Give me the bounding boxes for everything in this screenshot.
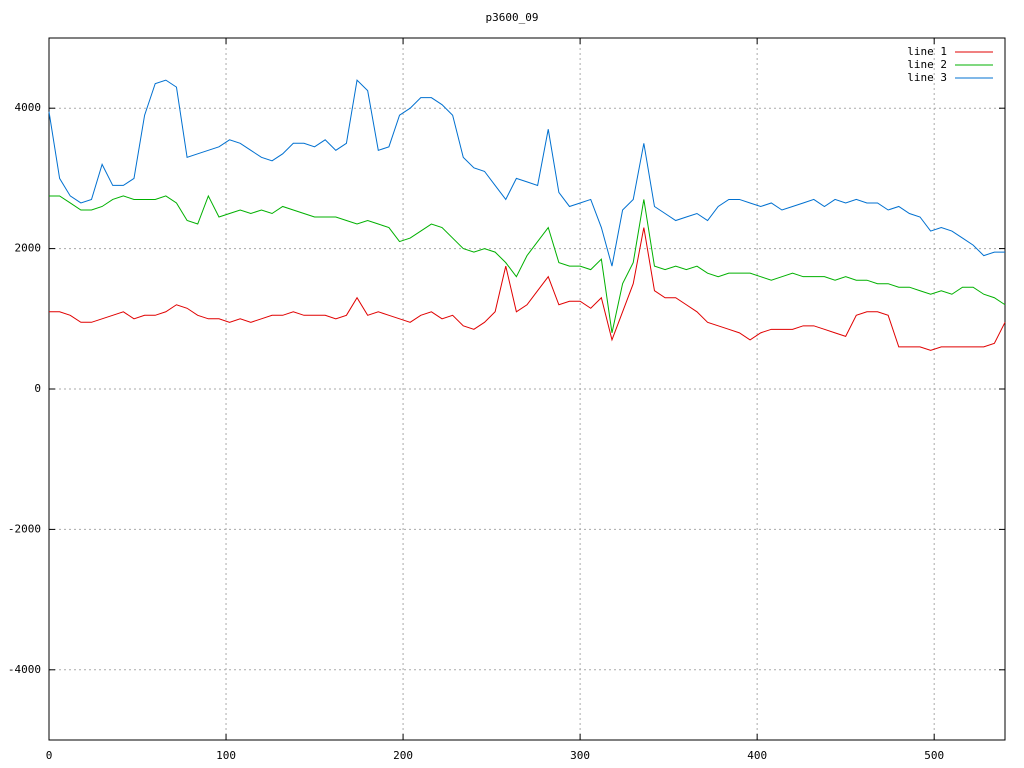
x-tick-label: 300 xyxy=(570,749,590,762)
x-tick-label: 400 xyxy=(747,749,767,762)
plot-border xyxy=(48,37,1006,741)
x-tick-label: 200 xyxy=(393,749,413,762)
y-tick-label: 4000 xyxy=(15,101,42,114)
y-tick-label: 0 xyxy=(34,382,41,395)
x-tick-label: 500 xyxy=(924,749,944,762)
series-line xyxy=(48,79,1005,267)
y-tick-label: 2000 xyxy=(15,242,42,255)
legend-label: line 1 xyxy=(907,45,947,58)
series-line xyxy=(49,227,1006,351)
legend-label: line 2 xyxy=(907,58,947,71)
legend-label: line 3 xyxy=(907,71,947,84)
y-tick-label: -4000 xyxy=(8,663,41,676)
y-tick-label: -2000 xyxy=(8,522,41,535)
x-tick-label: 0 xyxy=(46,749,53,762)
chart-title: p3600_09 xyxy=(486,11,539,24)
series-line xyxy=(49,194,1006,333)
x-tick-label: 100 xyxy=(216,749,236,762)
